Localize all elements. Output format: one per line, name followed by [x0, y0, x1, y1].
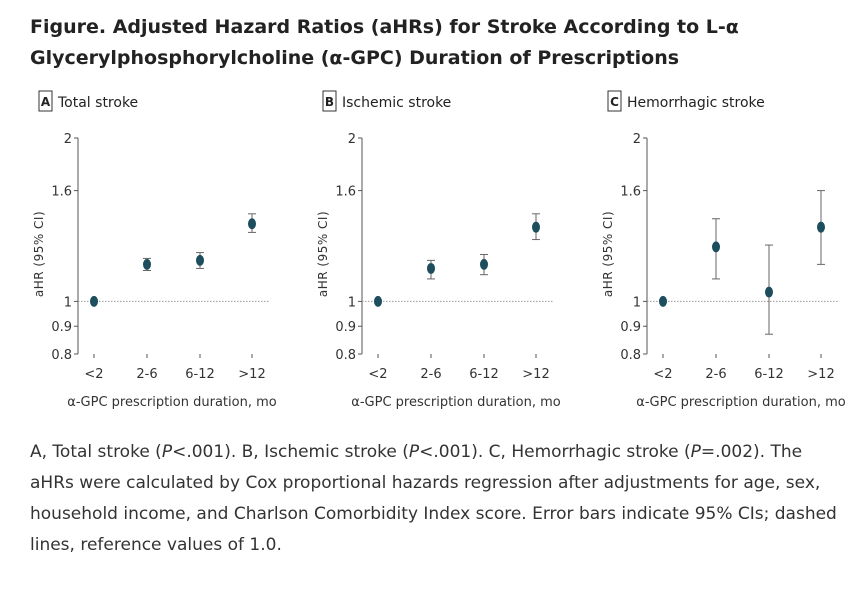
data-point — [143, 258, 151, 270]
y-tick-label: 2 — [633, 132, 641, 147]
y-tick-label: 0.8 — [335, 348, 356, 363]
chart-c: C Hemorrhagic stroke 0.8 0.9 1 1.6 2 <2 2-6 6-12 >… — [601, 90, 846, 410]
x-tick-label: 2-6 — [136, 367, 157, 382]
x-tick-label: >12 — [807, 367, 834, 382]
panel-title: Total stroke — [57, 95, 138, 111]
caption-text: <.001). C, Hemorrhagic stroke ( — [419, 442, 691, 462]
panel-letter-box — [38, 90, 53, 112]
panel-header: A Total stroke — [38, 90, 138, 112]
panel-letter: B — [325, 95, 334, 109]
chart-b: B Ischemic stroke 0.8 0.9 1 1.6 2 <2 2-6 6-12 >12 α… — [316, 90, 561, 410]
y-tick-label: 1.6 — [620, 185, 641, 200]
panel-letter: C — [610, 95, 619, 109]
panel-header: B Ischemic stroke — [322, 90, 451, 112]
panel-letter-box — [607, 90, 622, 112]
panel-b: B Ischemic stroke 0.8 0.9 1 1.6 2 <2 2-6 6-12 >12 α… — [314, 86, 599, 426]
x-tick-label: >12 — [522, 367, 549, 382]
y-tick-label: 1 — [633, 295, 641, 310]
y-tick-label: 0.8 — [620, 348, 641, 363]
caption-text: <.001). B, Ischemic stroke ( — [172, 442, 409, 462]
x-tick-label: 6-12 — [469, 367, 499, 382]
y-axis-label: aHR (95% CI) — [32, 211, 46, 297]
figure-title: Figure. Adjusted Hazard Ratios (aHRs) fo… — [30, 16, 739, 69]
y-tick-label: 1.6 — [51, 185, 72, 200]
chart-a: A Total stroke 0.8 0.9 1 1.6 2 <2 2-6 6-12 >12 α-GP… — [32, 90, 277, 410]
y-tick-label: 0.9 — [335, 320, 356, 335]
data-point — [659, 295, 667, 307]
data-point — [90, 295, 98, 307]
data-point — [712, 241, 720, 253]
x-tick-label: 2-6 — [705, 367, 726, 382]
data-point — [427, 262, 435, 274]
x-tick-label: 2-6 — [420, 367, 441, 382]
data-point — [374, 295, 382, 307]
data-point — [532, 221, 540, 233]
panel-letter: A — [41, 95, 51, 109]
y-tick-label: 1.6 — [335, 185, 356, 200]
y-tick-label: 0.8 — [51, 348, 72, 363]
x-axis-label: α-GPC prescription duration, mo — [636, 395, 845, 410]
y-tick-label: 1 — [64, 295, 72, 310]
x-tick-label: <2 — [368, 367, 387, 382]
chart-panels: A Total stroke 0.8 0.9 1 1.6 2 <2 2-6 6-12 >12 α-GP… — [0, 86, 867, 426]
caption-p-italic: P — [408, 442, 420, 462]
y-tick-label: 0.9 — [51, 320, 72, 335]
y-tick-label: 2 — [348, 132, 356, 147]
data-point — [765, 286, 773, 298]
caption-text: =.002). The aHRs were calculated by Cox … — [30, 442, 837, 555]
x-tick-label: 6-12 — [754, 367, 784, 382]
panel-title: Ischemic stroke — [342, 95, 451, 111]
panel-letter-box — [322, 90, 337, 112]
y-axis-label: aHR (95% CI) — [316, 211, 330, 297]
x-axis-label: α-GPC prescription duration, mo — [351, 395, 560, 410]
x-tick-label: >12 — [238, 367, 265, 382]
caption-p-italic: P — [690, 442, 701, 462]
y-axis-label: aHR (95% CI) — [601, 211, 615, 297]
x-axis-label: α-GPC prescription duration, mo — [67, 395, 276, 410]
data-point — [480, 258, 488, 270]
x-tick-label: <2 — [653, 367, 672, 382]
data-point — [817, 221, 825, 233]
caption-p-italic: P — [161, 442, 173, 462]
x-tick-label: 6-12 — [185, 367, 215, 382]
data-point — [248, 218, 256, 230]
y-tick-label: 2 — [64, 132, 72, 147]
panel-title: Hemorrhagic stroke — [627, 95, 765, 111]
y-tick-label: 1 — [348, 295, 356, 310]
figure-caption: A, Total stroke (P<.001). B, Ischemic st… — [30, 437, 845, 561]
panel-c: C Hemorrhagic stroke 0.8 0.9 1 1.6 2 <2 2-6 6-12 >… — [599, 86, 867, 426]
panel-a: A Total stroke 0.8 0.9 1 1.6 2 <2 2-6 6-12 >12 α-GP… — [30, 86, 315, 426]
y-tick-label: 0.9 — [620, 320, 641, 335]
panel-header: C Hemorrhagic stroke — [607, 90, 765, 112]
data-point — [196, 254, 204, 266]
x-tick-label: <2 — [84, 367, 103, 382]
caption-text: A, Total stroke ( — [30, 442, 162, 462]
